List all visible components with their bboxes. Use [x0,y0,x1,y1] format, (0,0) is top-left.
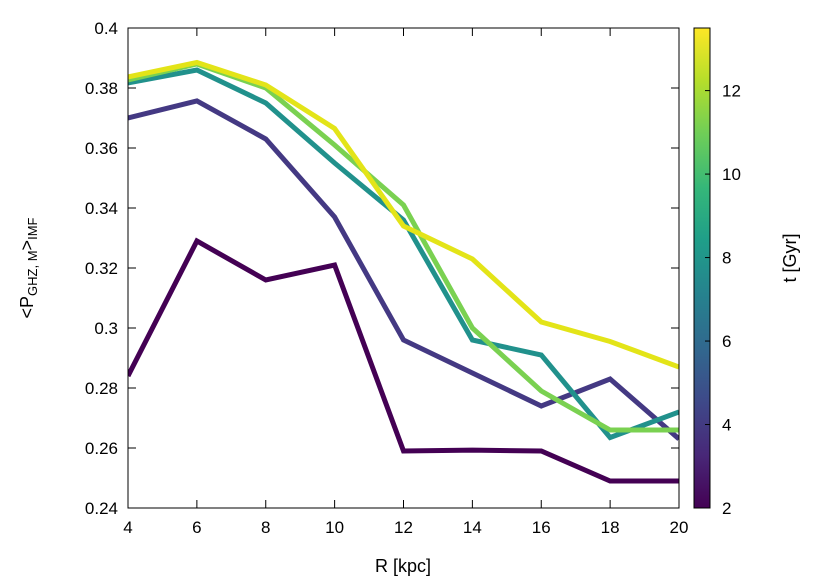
x-tick-label: 12 [394,518,413,537]
colorbar-tick-label: 8 [722,249,731,268]
series-line-3 [128,67,679,441]
x-axis-ticks: 4 6 8 10 12 14 16 18 20 [123,28,688,537]
colorbar [693,27,711,509]
y-tick-label: 0.28 [85,379,118,398]
y-tick-label: 0.4 [94,19,118,38]
x-tick-label: 14 [463,518,482,537]
colorbar-tick-label: 10 [722,165,741,184]
series-line-5 [128,59,679,370]
y-tick-label: 0.38 [85,79,118,98]
colorbar-tick-label: 12 [722,82,741,101]
x-tick-label: 6 [192,518,201,537]
colorbar-ticks: 2 4 6 8 10 12 [705,82,741,518]
colorbar-label: t [Gyr] [780,234,800,283]
y-axis-label: <PGHZ, M>IMF [17,217,40,318]
x-tick-label: 20 [670,518,689,537]
y-tick-label: 0.24 [85,499,118,518]
x-tick-label: 10 [325,518,344,537]
y-tick-label: 0.3 [94,319,118,338]
x-tick-label: 8 [261,518,270,537]
series-line-1 [128,237,679,484]
y-tick-label: 0.32 [85,259,118,278]
colorbar-tick-label: 6 [722,332,731,351]
series-line-2 [128,98,679,441]
y-tick-label: 0.26 [85,439,118,458]
colorbar-tick-label: 4 [722,416,731,435]
plot-area [128,28,679,508]
y-tick-label: 0.36 [85,139,118,158]
x-tick-label: 16 [532,518,551,537]
y-tick-label: 0.34 [85,199,118,218]
colorbar-tick-label: 2 [722,499,731,518]
y-axis-ticks: 0.24 0.26 0.28 0.3 0.32 0.34 0.36 0.38 0.4 [85,19,679,518]
x-tick-label: 18 [601,518,620,537]
series-group [128,59,679,484]
x-axis-label: R [kpc] [375,556,431,576]
x-tick-label: 4 [123,518,132,537]
